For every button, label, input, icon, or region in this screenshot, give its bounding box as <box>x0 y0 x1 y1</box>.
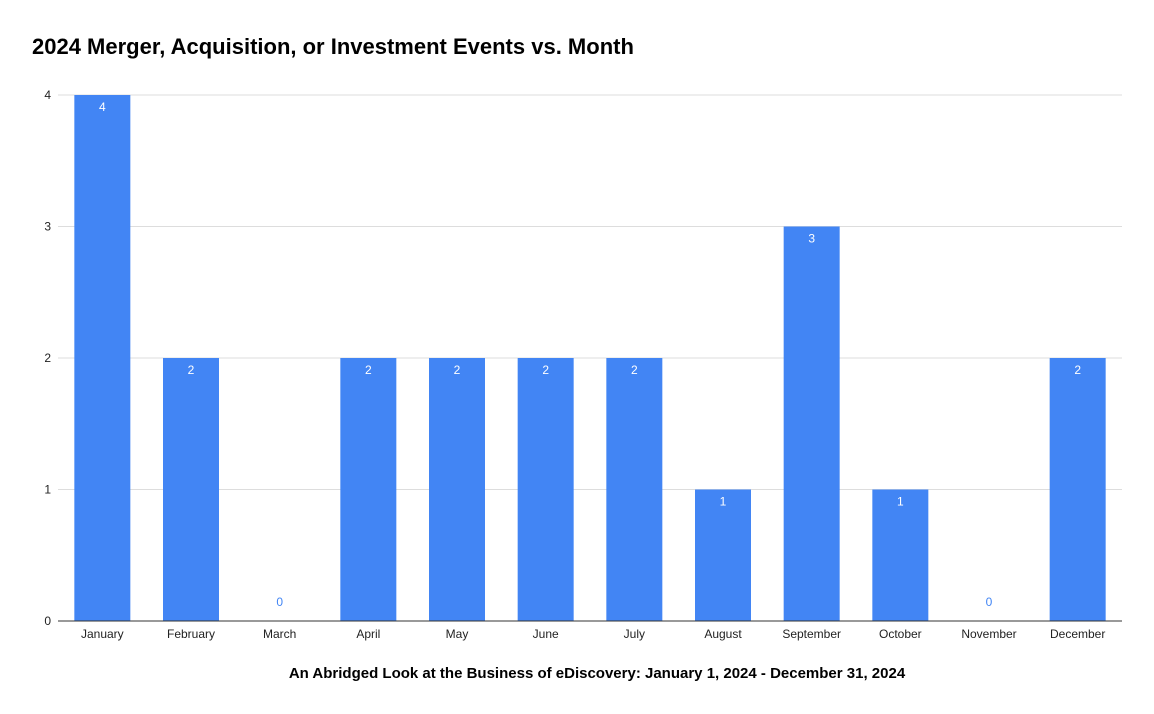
x-tick-label: October <box>879 627 922 641</box>
bar <box>872 489 929 621</box>
bar <box>74 95 131 621</box>
x-tick-label: January <box>81 627 124 641</box>
bar <box>695 489 751 621</box>
x-tick-label: February <box>167 627 215 641</box>
x-tick-label: November <box>961 627 1016 641</box>
x-axis-title: An Abridged Look at the Business of eDis… <box>288 665 906 682</box>
data-label: 0 <box>276 595 283 609</box>
bar <box>517 358 574 621</box>
x-tick-label: July <box>624 627 645 641</box>
data-label: 2 <box>188 363 195 377</box>
x-tick-label: March <box>263 627 296 641</box>
data-label: 2 <box>542 363 549 377</box>
y-tick-label: 0 <box>44 614 51 628</box>
x-tick-label: June <box>533 627 559 641</box>
data-label: 0 <box>986 595 993 609</box>
data-label: 4 <box>99 100 106 114</box>
bar <box>429 358 485 621</box>
y-tick-label: 3 <box>44 220 51 234</box>
y-tick-label: 4 <box>44 88 51 102</box>
x-tick-label: April <box>356 627 380 641</box>
x-tick-label: September <box>782 627 841 641</box>
data-label: 1 <box>720 495 727 509</box>
bar <box>606 358 663 621</box>
bar <box>163 358 219 621</box>
data-label: 2 <box>631 363 638 377</box>
y-tick-label: 1 <box>44 483 51 497</box>
data-label: 3 <box>808 232 815 246</box>
data-label: 2 <box>1074 363 1081 377</box>
data-label: 1 <box>897 495 904 509</box>
x-tick-label: May <box>446 627 469 641</box>
y-tick-label: 2 <box>44 351 51 365</box>
bar <box>1049 358 1106 621</box>
x-tick-label: August <box>704 627 742 641</box>
bar <box>783 226 840 621</box>
chart-title: 2024 Merger, Acquisition, or Investment … <box>32 34 634 59</box>
bar <box>340 358 397 621</box>
data-label: 2 <box>454 363 461 377</box>
x-tick-label: December <box>1050 627 1105 641</box>
data-label: 2 <box>365 363 372 377</box>
